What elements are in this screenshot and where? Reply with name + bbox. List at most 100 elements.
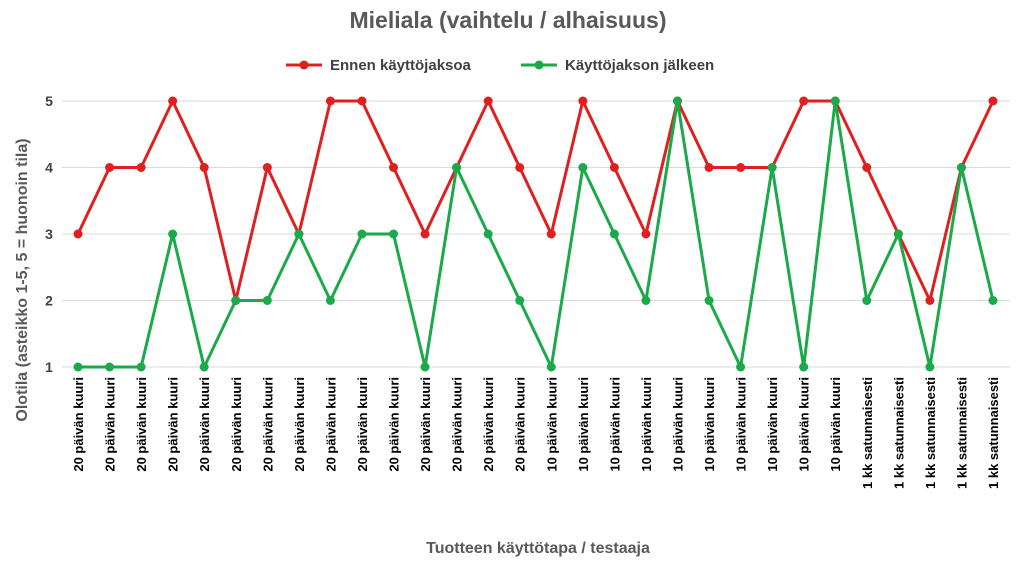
data-point xyxy=(515,296,525,305)
x-tick-label: 20 päivän kuuri xyxy=(355,377,370,472)
data-point xyxy=(262,296,272,305)
data-point xyxy=(704,296,714,305)
x-tick-label: 20 päivän kuuri xyxy=(260,377,275,472)
data-point xyxy=(736,362,746,372)
x-tick-label: 20 päivän kuuri xyxy=(418,377,433,472)
x-tick-label: 10 päivän kuuri xyxy=(544,377,559,472)
x-tick-label: 10 päivän kuuri xyxy=(607,377,622,472)
data-point xyxy=(925,296,935,305)
data-point xyxy=(73,362,83,372)
x-tick-label: 20 päivän kuuri xyxy=(71,377,86,472)
data-point xyxy=(136,362,146,372)
data-point xyxy=(925,362,935,372)
x-tick-label: 20 päivän kuuri xyxy=(134,377,149,472)
legend: Ennen käyttöjaksoa Käyttöjakson jälkeen xyxy=(286,57,714,74)
x-tick-label: 20 päivän kuuri xyxy=(103,377,118,472)
legend-item: Ennen käyttöjaksoa xyxy=(286,57,472,74)
data-point xyxy=(546,229,556,239)
y-axis-title: Olotila (asteikko 1-5, 5 = huonoin tila) xyxy=(14,138,31,421)
series-line xyxy=(78,99,995,369)
x-tick-label: 20 päivän kuuri xyxy=(323,377,338,472)
y-tick-label: 4 xyxy=(45,160,53,176)
data-point xyxy=(672,96,682,106)
legend-label: Käyttöjakson jälkeen xyxy=(565,57,714,74)
data-point xyxy=(736,163,746,172)
data-point xyxy=(515,163,525,172)
data-point xyxy=(136,163,146,172)
data-point xyxy=(799,96,809,106)
x-axis-title: Tuotteen käyttötapa / testaaja xyxy=(426,540,650,557)
data-point xyxy=(609,229,619,239)
data-point xyxy=(420,229,430,239)
x-tick-label: 1 kk satunnaisesti xyxy=(891,377,906,489)
x-tick-label: 10 päivän kuuri xyxy=(765,377,780,472)
x-tick-label: 20 päivän kuuri xyxy=(481,377,496,472)
series-2 xyxy=(73,96,998,372)
x-axis-ticks: 20 päivän kuuri 20 päivän kuuri 20 päivän … xyxy=(71,377,1001,489)
series-1 xyxy=(73,96,998,305)
data-point xyxy=(420,362,430,372)
data-point xyxy=(988,96,998,106)
data-point xyxy=(105,362,115,372)
data-point xyxy=(389,229,399,239)
data-point xyxy=(704,163,714,172)
series-line xyxy=(76,99,995,302)
data-point xyxy=(483,96,493,106)
gridlines xyxy=(62,100,1010,368)
data-point xyxy=(389,163,399,172)
data-point xyxy=(609,163,619,172)
x-tick-label: 10 päivän kuuri xyxy=(702,377,717,472)
data-point xyxy=(546,362,556,372)
data-point xyxy=(956,163,966,172)
data-point xyxy=(767,163,777,172)
data-point xyxy=(199,362,209,372)
x-tick-label: 10 päivän kuuri xyxy=(734,377,749,472)
data-point xyxy=(231,296,241,305)
x-tick-label: 20 päivän kuuri xyxy=(387,377,402,472)
y-tick-label: 5 xyxy=(45,93,53,109)
data-point xyxy=(262,163,272,172)
x-tick-label: 20 päivän kuuri xyxy=(197,377,212,472)
data-point xyxy=(325,96,335,106)
x-tick-label: 10 päivän kuuri xyxy=(576,377,591,472)
series-group xyxy=(73,96,998,372)
legend-marker xyxy=(299,60,309,70)
y-tick-label: 2 xyxy=(45,293,53,309)
data-point xyxy=(199,163,209,172)
chart-title: Mieliala (vaihtelu / alhaisuus) xyxy=(350,7,667,33)
data-point xyxy=(862,296,872,305)
x-tick-label: 1 kk satunnaisesti xyxy=(923,377,938,489)
data-point xyxy=(862,163,872,172)
x-tick-label: 1 kk satunnaisesti xyxy=(954,377,969,489)
x-tick-label: 10 päivän kuuri xyxy=(828,377,843,472)
data-point xyxy=(988,296,998,305)
x-tick-label: 20 päivän kuuri xyxy=(292,377,307,472)
data-point xyxy=(325,296,335,305)
data-point xyxy=(641,229,651,239)
data-point xyxy=(799,362,809,372)
data-point xyxy=(168,96,178,106)
data-point xyxy=(830,96,840,106)
data-point xyxy=(357,229,367,239)
data-point xyxy=(578,163,588,172)
x-tick-label: 10 päivän kuuri xyxy=(670,377,685,472)
x-tick-label: 20 päivän kuuri xyxy=(450,377,465,472)
data-point xyxy=(294,229,304,239)
x-tick-label: 20 päivän kuuri xyxy=(166,377,181,472)
x-tick-label: 10 päivän kuuri xyxy=(639,377,654,472)
legend-item: Käyttöjakson jälkeen xyxy=(521,57,714,74)
legend-marker xyxy=(534,60,544,70)
y-axis-ticks: 1 2 3 4 5 xyxy=(45,93,53,375)
x-tick-label: 20 päivän kuuri xyxy=(513,377,528,472)
y-tick-label: 3 xyxy=(45,226,53,242)
data-point xyxy=(893,229,903,239)
data-point xyxy=(168,229,178,239)
data-point xyxy=(641,296,651,305)
y-tick-label: 1 xyxy=(45,359,53,375)
data-point xyxy=(452,163,462,172)
data-point xyxy=(578,96,588,106)
x-tick-label: 10 päivän kuuri xyxy=(797,377,812,472)
data-point xyxy=(357,96,367,106)
x-tick-label: 1 kk satunnaisesti xyxy=(860,377,875,489)
